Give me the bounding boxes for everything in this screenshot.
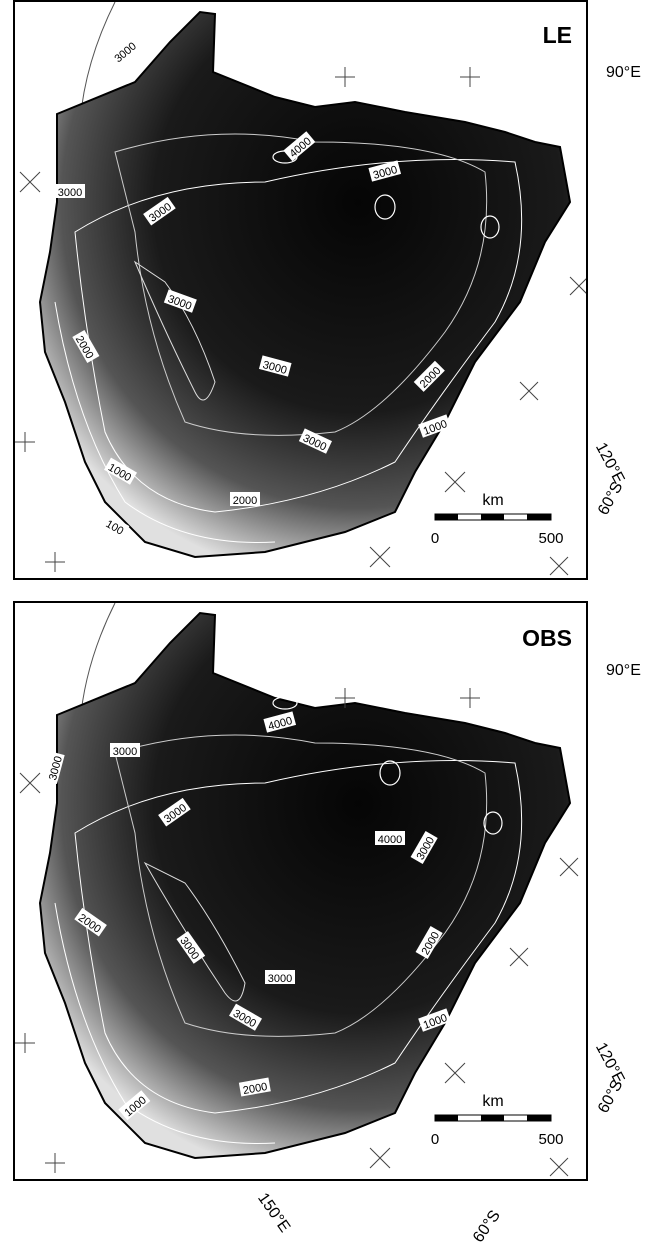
map-panel-obs: 3000 4000 3000 3000 4000 3000 2000 3000 … (13, 601, 588, 1181)
scale-max: 500 (538, 530, 563, 547)
scale-min: 0 (431, 530, 439, 547)
lon-label-150e: 150°E (253, 1190, 293, 1236)
scale-bar: km 0 500 (431, 492, 564, 547)
ice-sheet-shape (40, 613, 570, 1158)
map-panel-le: 3000 3000 4000 3000 3000 3000 3000 2000 … (13, 0, 588, 580)
lat-label-60s: 60°S (470, 1207, 505, 1246)
contour-label: 2000 (233, 495, 257, 507)
scale-bar: km 0 500 (431, 1093, 564, 1148)
scale-max: 500 (538, 1131, 563, 1148)
lat-label-60s: 60°S (595, 1077, 627, 1116)
lon-label-90e: 90°E (606, 64, 641, 82)
lat-label-60s: 60°S (595, 479, 627, 518)
panel-title: OBS (522, 625, 572, 652)
lon-label-120e: 120°E (591, 440, 627, 487)
scale-min: 0 (431, 1131, 439, 1148)
contour-label: 4000 (378, 834, 402, 846)
scale-unit: km (482, 1093, 503, 1110)
panel-title: LE (543, 22, 572, 49)
contour-label: 3000 (58, 187, 82, 199)
contour-label: 3000 (268, 973, 292, 985)
contour-label: 3000 (113, 746, 137, 758)
ice-sheet-map: 3000 4000 3000 3000 4000 3000 2000 3000 … (15, 603, 586, 1179)
lon-label-90e: 90°E (606, 662, 641, 680)
ice-sheet-map: 3000 3000 4000 3000 3000 3000 3000 2000 … (15, 2, 586, 578)
scale-unit: km (482, 492, 503, 509)
